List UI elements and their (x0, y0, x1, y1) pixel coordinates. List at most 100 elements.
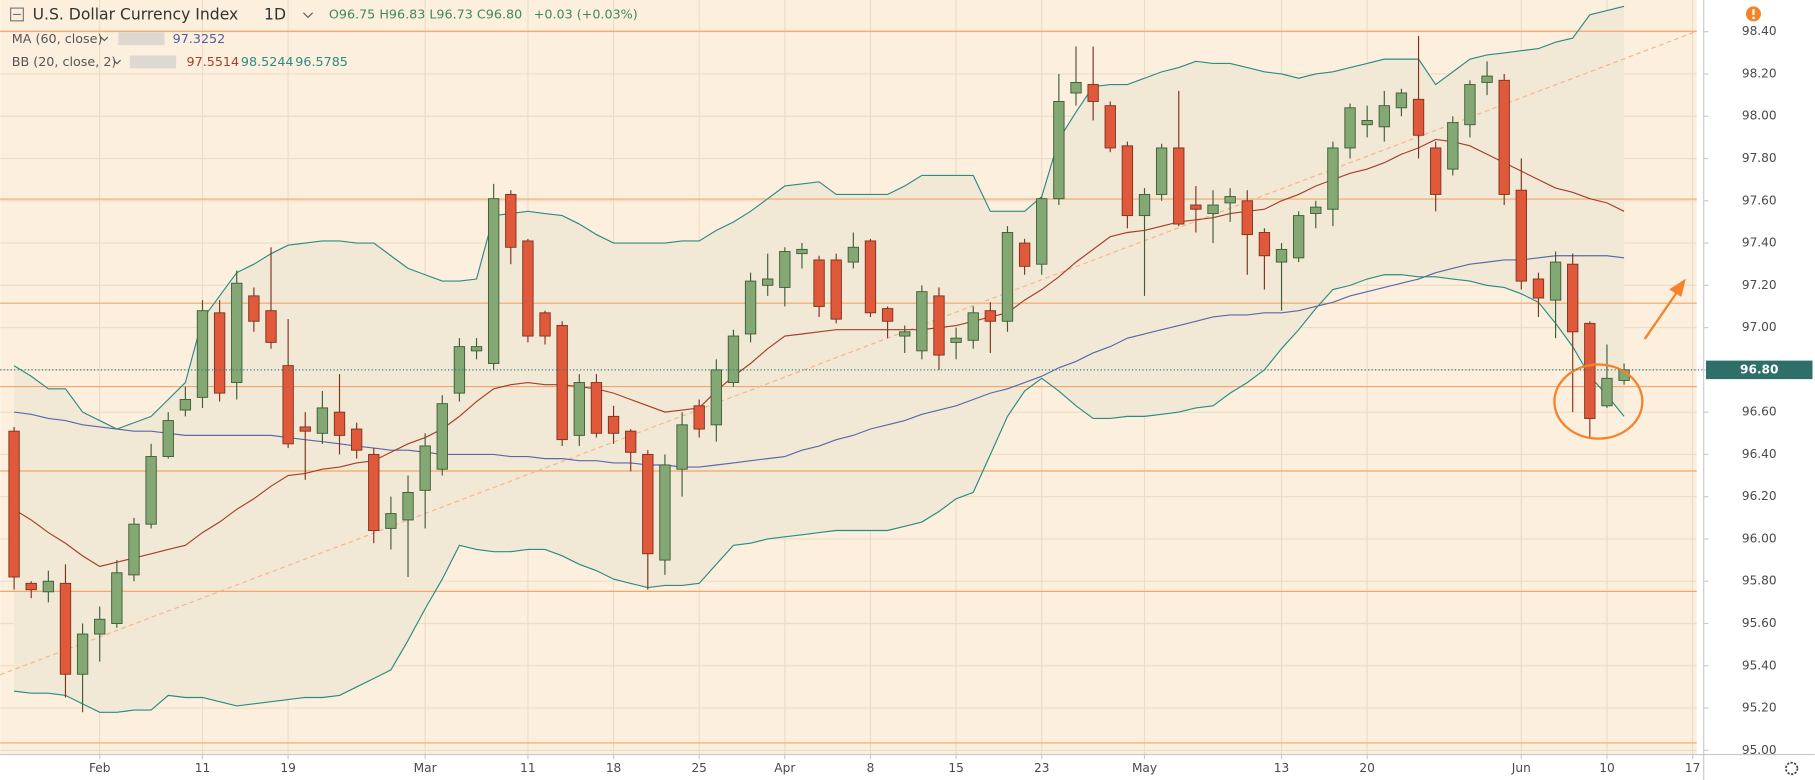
candle-body (830, 259, 842, 320)
indicator-icons[interactable] (118, 32, 165, 46)
candle-body (1430, 147, 1442, 195)
candle-body (1018, 242, 1031, 267)
candle-body (590, 382, 603, 434)
candle-body (1549, 261, 1562, 301)
candle-body (25, 582, 37, 591)
candle-body (94, 618, 106, 635)
candle-body (1173, 147, 1185, 225)
candle-body (76, 633, 89, 675)
candle-body (744, 280, 757, 335)
interval[interactable]: 1D (264, 6, 286, 24)
candle-body (1412, 98, 1425, 136)
x-tick-label: Apr (774, 761, 795, 775)
candle-body (1310, 206, 1322, 214)
candle-body (333, 411, 346, 436)
candle-body (145, 456, 157, 525)
indicator-name[interactable]: BB (20, close, 2) (12, 54, 117, 69)
candle-body (1070, 81, 1082, 94)
candle-body (1567, 263, 1579, 333)
candle-body (111, 572, 123, 624)
indicator-line (14, 274, 1625, 713)
candle-body (779, 251, 791, 288)
candle-body (693, 405, 705, 430)
last-price-box (1706, 360, 1813, 380)
y-tick-label: 95.40 (1742, 658, 1777, 672)
candle-body (899, 331, 911, 337)
chevron[interactable] (113, 59, 121, 65)
candle-body (556, 325, 568, 441)
candle-body (1395, 92, 1408, 109)
candle-body (436, 403, 448, 470)
candle-body (984, 310, 997, 322)
y-tick-label: 96.60 (1742, 405, 1777, 419)
indicator-value: 96.5785 (295, 54, 348, 69)
collapse-icon[interactable] (10, 7, 24, 22)
x-tick-label: 8 (867, 761, 875, 775)
candle-body (607, 415, 620, 434)
candle-body (196, 310, 209, 398)
candle-body (282, 365, 294, 445)
candle-body (1515, 189, 1527, 282)
candle-body (642, 453, 654, 555)
x-tick-label: Feb (89, 761, 111, 775)
arrow-head (1669, 278, 1686, 297)
candle-body (1292, 215, 1305, 259)
x-tick-label: 17 (1685, 761, 1700, 775)
indicator-value: 97.3252 (173, 31, 226, 46)
ohlc: O96.75 H96.83 L96.73 C96.80 (329, 7, 522, 22)
band-fill (14, 6, 1625, 713)
y-tick-label: 98.40 (1742, 24, 1777, 38)
y-tick-label: 95.20 (1742, 701, 1777, 715)
candle-body (1344, 107, 1356, 149)
highlight-circle (1553, 363, 1644, 440)
last-price-label: 96.80 (1740, 362, 1778, 376)
candle-body (796, 248, 808, 255)
candle-body (967, 312, 979, 341)
candle-body (1087, 84, 1099, 102)
indicator-icons[interactable] (129, 55, 177, 69)
x-tick-label: 25 (691, 761, 706, 775)
annotations (1553, 278, 1686, 440)
candle-body (59, 582, 72, 675)
candle-body (1258, 232, 1271, 257)
candle-body (710, 369, 722, 426)
candle-body (625, 430, 637, 453)
arrow-shaft (1643, 286, 1682, 340)
indicator-line (13, 138, 1625, 568)
candle-body (316, 407, 329, 434)
candle-body (539, 312, 551, 337)
y-tick-label: 96.40 (1742, 447, 1777, 461)
candle-body (1121, 145, 1134, 217)
alert-icon (1752, 16, 1755, 20)
candle-body (162, 420, 174, 457)
candle-body (762, 278, 774, 286)
x-tick-label: 18 (606, 761, 621, 775)
candle-body (265, 310, 277, 343)
chevron[interactable] (302, 12, 314, 19)
candle-body (1138, 193, 1151, 217)
candle-body (487, 198, 500, 364)
indicator-name[interactable]: MA (60, close) (12, 31, 103, 46)
candle-body (676, 424, 688, 470)
candle-body (864, 240, 877, 314)
candle-body (470, 346, 483, 352)
candle-body (1053, 100, 1065, 200)
settings-icon[interactable] (1785, 761, 1799, 776)
legend: U.S. Dollar Currency Index 1D O96.75 H96… (10, 6, 638, 69)
candle-body (1584, 322, 1596, 419)
candle-body (916, 291, 928, 352)
x-tick-label: Mar (414, 761, 437, 775)
candle-body (385, 513, 397, 529)
candle-body (8, 430, 20, 578)
candle-body (179, 398, 192, 411)
candle-body (522, 240, 534, 337)
x-tick-label: 10 (1599, 761, 1614, 775)
candle-body (847, 246, 860, 263)
y-tick-label: 96.00 (1742, 531, 1777, 545)
y-tick-label: 97.20 (1742, 278, 1777, 292)
y-tick-label: 97.80 (1742, 151, 1777, 165)
candle-body (42, 580, 55, 593)
trend-line (0, 30, 1697, 676)
candle-body (1361, 120, 1373, 126)
chevron[interactable] (100, 36, 109, 42)
